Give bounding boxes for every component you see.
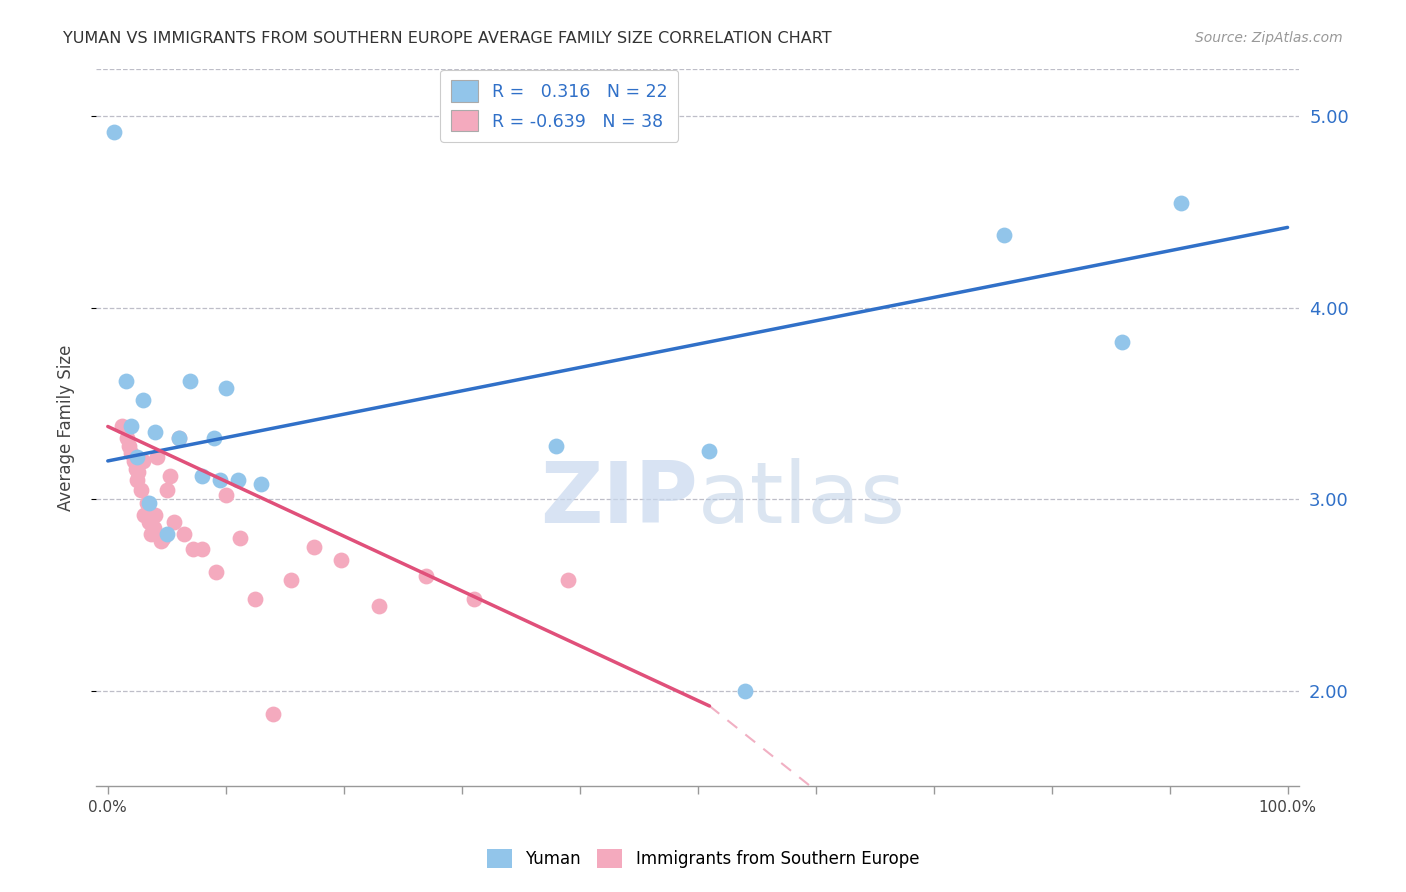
Point <box>163 515 186 529</box>
Point <box>215 488 238 502</box>
Y-axis label: Average Family Size: Average Family Size <box>58 344 75 510</box>
Point <box>250 477 273 491</box>
Point <box>103 125 125 139</box>
Point <box>111 419 134 434</box>
Point <box>205 565 228 579</box>
Point <box>120 419 142 434</box>
Point <box>208 473 231 487</box>
Point <box>118 439 141 453</box>
Text: atlas: atlas <box>697 458 905 541</box>
Point <box>135 496 157 510</box>
Point <box>143 425 166 440</box>
Point <box>141 526 163 541</box>
Text: ZIP: ZIP <box>540 458 697 541</box>
Point <box>173 526 195 541</box>
Point <box>129 483 152 497</box>
Text: YUMAN VS IMMIGRANTS FROM SOUTHERN EUROPE AVERAGE FAMILY SIZE CORRELATION CHART: YUMAN VS IMMIGRANTS FROM SOUTHERN EUROPE… <box>63 31 832 46</box>
Point <box>167 431 190 445</box>
Point <box>127 466 149 480</box>
Point <box>463 591 485 606</box>
Point <box>330 553 353 567</box>
Point <box>1111 335 1133 350</box>
Point <box>156 526 179 541</box>
Point <box>138 515 160 529</box>
Point <box>146 450 169 464</box>
Point <box>122 454 145 468</box>
Point <box>734 683 756 698</box>
Point <box>191 541 214 556</box>
Point <box>229 531 252 545</box>
Point <box>280 573 302 587</box>
Point <box>181 541 204 556</box>
Point <box>1170 195 1192 210</box>
Point <box>125 461 148 475</box>
Point <box>134 508 156 522</box>
Legend: Yuman, Immigrants from Southern Europe: Yuman, Immigrants from Southern Europe <box>479 843 927 875</box>
Point <box>304 540 326 554</box>
Point <box>115 431 138 445</box>
Point <box>179 374 201 388</box>
Point <box>132 392 155 407</box>
Point <box>191 469 214 483</box>
Point <box>368 599 391 614</box>
Point <box>138 496 160 510</box>
Point <box>557 573 579 587</box>
Point <box>120 446 142 460</box>
Point <box>262 706 284 721</box>
Point <box>127 450 149 464</box>
Point <box>132 454 155 468</box>
Point <box>167 431 190 445</box>
Point <box>152 531 174 545</box>
Point <box>142 521 165 535</box>
Legend: R =   0.316   N = 22, R = -0.639   N = 38: R = 0.316 N = 22, R = -0.639 N = 38 <box>440 70 678 142</box>
Point <box>415 569 437 583</box>
Point <box>202 431 225 445</box>
Point <box>114 374 136 388</box>
Point <box>993 228 1015 243</box>
Point <box>546 439 568 453</box>
Point <box>143 508 166 522</box>
Point <box>226 473 249 487</box>
Point <box>699 444 721 458</box>
Point <box>215 381 238 395</box>
Point <box>156 483 179 497</box>
Point <box>149 534 172 549</box>
Point <box>127 473 149 487</box>
Text: Source: ZipAtlas.com: Source: ZipAtlas.com <box>1195 31 1343 45</box>
Point <box>159 469 181 483</box>
Point <box>245 591 267 606</box>
